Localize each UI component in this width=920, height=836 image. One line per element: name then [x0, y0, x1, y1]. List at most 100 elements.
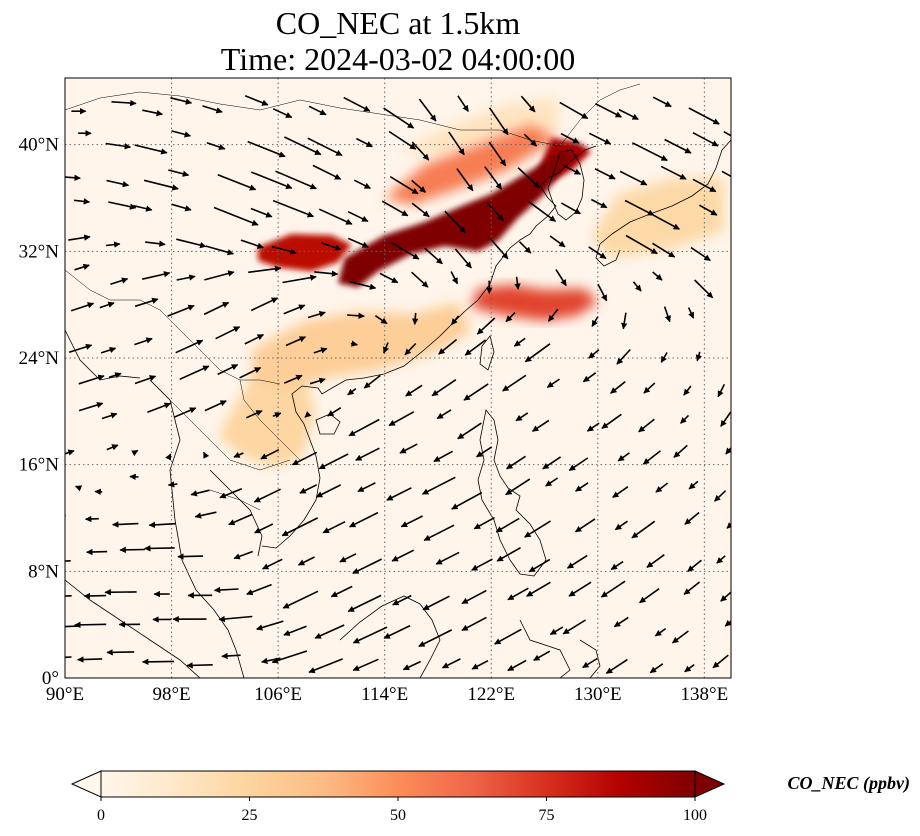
- lat-tick-label: 24°N: [19, 348, 60, 369]
- wind-arrow: [70, 302, 95, 312]
- lon-tick-label: 114°E: [361, 684, 408, 705]
- wind-arrow: [353, 179, 371, 190]
- wind-arrow: [383, 107, 415, 129]
- wind-arrow: [352, 626, 388, 644]
- colorbar-tick-label: 0: [97, 807, 105, 824]
- coastline-halmahera: [579, 639, 601, 678]
- wind-arrow: [638, 418, 655, 433]
- wind-arrow: [251, 171, 293, 190]
- wind-arrow: [343, 96, 371, 112]
- wind-arrow: [613, 616, 629, 628]
- wind-arrow: [436, 409, 452, 420]
- wind-arrow: [660, 352, 668, 363]
- colorbar-label: CO_NEC (ppbv): [788, 773, 911, 794]
- wind-arrow: [271, 650, 308, 664]
- wind-arrow: [649, 663, 664, 674]
- wind-arrow: [542, 456, 562, 470]
- wind-arrow: [134, 297, 159, 308]
- wind-arrow: [724, 619, 731, 627]
- wind-arrow: [308, 658, 343, 674]
- wind-arrow: [404, 342, 417, 356]
- wind-arrow: [402, 660, 422, 671]
- wind-arrow: [77, 656, 103, 663]
- border-laos-vietnam: [239, 379, 301, 461]
- wind-arrow: [582, 372, 597, 383]
- wind-arrow: [411, 179, 427, 193]
- wind-arrow: [594, 168, 616, 180]
- wind-arrow: [233, 550, 253, 560]
- wind-arrow: [486, 201, 504, 222]
- wind-arrow: [349, 280, 377, 290]
- wind-arrow: [315, 484, 342, 498]
- wind-arrow: [619, 170, 648, 186]
- wind-arrow: [488, 107, 509, 136]
- wind-arrow: [652, 242, 676, 258]
- wind-arrow: [244, 95, 269, 106]
- wind-arrow: [421, 476, 456, 495]
- wind-arrow: [165, 453, 172, 461]
- wind-arrow: [561, 202, 581, 215]
- wind-arrow: [262, 558, 283, 570]
- wind-arrow: [347, 237, 369, 248]
- wind-arrow: [720, 411, 731, 427]
- map-frame: [64, 77, 732, 679]
- wind-arrow: [389, 176, 419, 195]
- wind-arrow: [450, 271, 459, 285]
- wind-arrow: [133, 204, 153, 212]
- border-thailand-laos: [169, 399, 291, 471]
- wind-arrow: [457, 422, 482, 440]
- wind-arrow: [418, 629, 453, 648]
- wind-arrow: [131, 449, 139, 457]
- wind-arrow: [245, 410, 263, 419]
- border-mongolia: [65, 91, 561, 147]
- wind-arrow: [176, 274, 196, 281]
- wind-arrow: [111, 99, 137, 107]
- wind-arrow: [145, 240, 166, 247]
- wind-arrow: [260, 448, 280, 460]
- wind-arrow: [631, 520, 656, 539]
- wind-arrow: [695, 351, 702, 362]
- wind-arrow: [505, 312, 516, 323]
- wind-arrow: [687, 559, 702, 573]
- wind-arrow: [660, 165, 687, 180]
- wind-arrow: [411, 271, 429, 288]
- gridlines: [65, 78, 731, 678]
- wind-arrow: [213, 206, 259, 226]
- wind-arrow: [282, 590, 319, 609]
- wind-arrow: [348, 418, 380, 437]
- wind-arrow: [723, 130, 731, 137]
- wind-arrow: [450, 315, 460, 326]
- lon-tick-label: 130°E: [574, 684, 622, 705]
- wind-arrow: [591, 316, 599, 327]
- wind-arrow: [383, 624, 411, 639]
- wind-arrow: [488, 141, 507, 167]
- wind-arrow: [601, 413, 622, 429]
- wind-arrow: [464, 339, 487, 356]
- wind-arrow: [217, 174, 257, 191]
- wind-arrow: [721, 170, 731, 178]
- wind-arrow: [250, 207, 273, 218]
- wind-arrow: [272, 199, 314, 218]
- wind-arrow: [412, 312, 419, 325]
- wind-arrow: [142, 109, 163, 117]
- wind-arrow: [167, 481, 178, 488]
- wind-arrow: [339, 553, 357, 563]
- wind-arrow: [254, 523, 274, 534]
- wind-arrow: [106, 241, 121, 248]
- wind-arrow: [386, 487, 412, 501]
- wind-arrow: [617, 452, 630, 462]
- wind-arrow: [652, 271, 663, 281]
- concentration-field: [218, 98, 725, 468]
- colorbar-extend-high: [694, 770, 726, 798]
- wind-arrow: [307, 137, 343, 157]
- wind-arrow: [523, 133, 538, 147]
- coastline-japan-honshu: [599, 139, 731, 245]
- colorbar-tick-label: 100: [683, 807, 707, 824]
- wind-arrow: [83, 592, 107, 600]
- wind-arrow: [228, 513, 253, 526]
- wind-arrow: [502, 374, 527, 392]
- wind-arrow: [240, 239, 264, 249]
- wind-arrow: [356, 137, 373, 148]
- wind-arrow: [528, 201, 557, 223]
- wind-arrow: [515, 412, 529, 422]
